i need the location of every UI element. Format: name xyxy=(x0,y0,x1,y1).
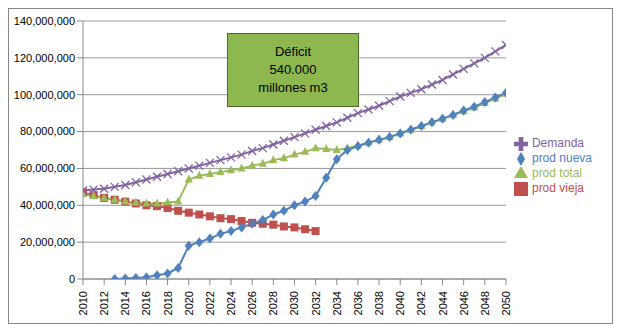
svg-text:2016: 2016 xyxy=(140,291,152,315)
html-text:millones m3: millones m3 xyxy=(258,80,328,95)
svg-text:2034: 2034 xyxy=(331,291,343,315)
svg-text:2046: 2046 xyxy=(458,291,470,315)
html-text:Déficit: Déficit xyxy=(274,44,312,59)
svg-text:100,000,000: 100,000,000 xyxy=(14,89,75,101)
svg-text:2050: 2050 xyxy=(500,291,512,315)
html-text:Demanda: Demanda xyxy=(532,136,584,151)
svg-text:20,000,000: 20,000,000 xyxy=(20,236,75,248)
svg-text:120,000,000: 120,000,000 xyxy=(14,52,75,64)
svg-text:2022: 2022 xyxy=(204,291,216,315)
svg-text:2036: 2036 xyxy=(352,291,364,315)
html-text:prod nueva: prod nueva xyxy=(532,151,592,166)
svg-text:140,000,000: 140,000,000 xyxy=(14,15,75,27)
svg-text:2018: 2018 xyxy=(162,291,174,315)
svg-text:2030: 2030 xyxy=(288,291,300,315)
svg-text:2024: 2024 xyxy=(225,291,237,315)
svg-text:2012: 2012 xyxy=(98,291,110,315)
svg-text:2048: 2048 xyxy=(479,291,491,315)
svg-text:2032: 2032 xyxy=(310,291,322,315)
svg-text:2020: 2020 xyxy=(183,291,195,315)
html-text:prod vieja: prod vieja xyxy=(532,180,584,195)
svg-text:2042: 2042 xyxy=(415,291,427,315)
svg-text:0: 0 xyxy=(69,273,75,285)
svg-text:2040: 2040 xyxy=(394,291,406,315)
svg-text:2028: 2028 xyxy=(267,291,279,315)
svg-text:2014: 2014 xyxy=(119,291,131,315)
svg-text:2038: 2038 xyxy=(373,291,385,315)
svg-text:40,000,000: 40,000,000 xyxy=(20,199,75,211)
svg-text:2044: 2044 xyxy=(437,291,449,315)
svg-text:2010: 2010 xyxy=(77,291,89,315)
svg-text:60,000,000: 60,000,000 xyxy=(20,162,75,174)
html-text:prod total: prod total xyxy=(532,166,582,180)
svg-text:2026: 2026 xyxy=(246,291,258,315)
svg-text:80,000,000: 80,000,000 xyxy=(20,125,75,137)
html-text:540.000: 540.000 xyxy=(269,62,317,77)
